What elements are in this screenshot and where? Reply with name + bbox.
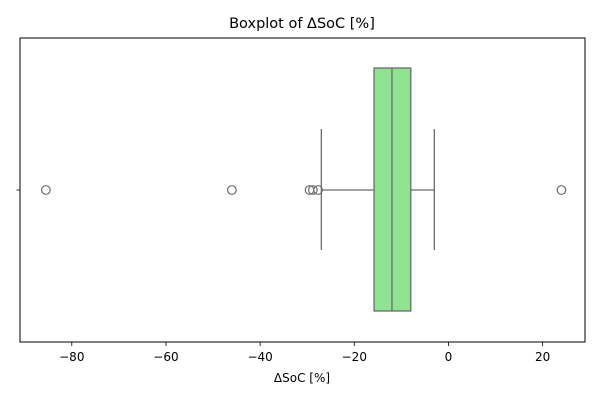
outlier-point [556,185,567,195]
outlier-point [226,185,237,195]
plot-area-frame [19,37,586,343]
chart-title: Boxplot of ΔSoC [%] [229,16,375,32]
data-layer [40,67,567,312]
outlier-point [313,185,323,195]
x-tick-label: −20 [342,350,367,364]
x-tick-label: −60 [153,350,178,364]
x-tick-label: 0 [445,350,453,364]
outlier-point [307,185,318,195]
x-tick-label: 20 [535,350,550,364]
x-axis: −80 −60 −40 −20 0 20 [59,342,550,364]
x-tick-label: −40 [247,350,272,364]
x-tick-label: −80 [59,350,84,364]
outlier-point [40,185,51,195]
x-axis-label: ΔSoC [%] [274,371,330,385]
